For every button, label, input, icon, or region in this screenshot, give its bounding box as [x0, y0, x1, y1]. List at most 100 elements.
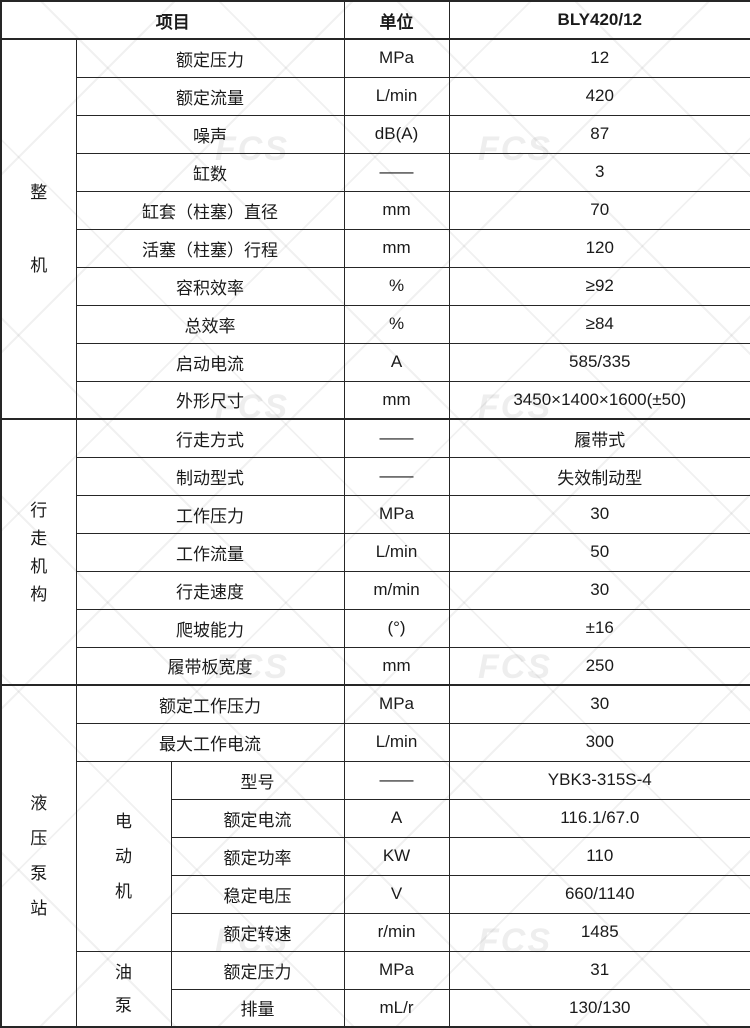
- row-value: ≥92: [448, 266, 750, 306]
- row-unit: KW: [343, 836, 450, 876]
- table-row: 制动型式 —— 失效制动型: [1, 456, 750, 496]
- row-unit: mm: [343, 646, 450, 686]
- table-row: 缸数 —— 3: [1, 152, 750, 192]
- table-row: 外形尺寸 mm 3450×1400×1600(±50): [1, 380, 750, 420]
- subgroup-cell-oil-pump: 油泵: [75, 950, 172, 1028]
- row-unit: dB(A): [343, 114, 450, 154]
- table-row: 额定转速 r/min 1485: [1, 912, 750, 952]
- row-label: 履带板宽度: [75, 646, 345, 686]
- table-header-row: 项目 单位 BLY420/12: [0, 0, 750, 40]
- row-label: 稳定电压: [170, 874, 345, 914]
- row-value: 585/335: [448, 342, 750, 382]
- row-value: 12: [448, 38, 750, 78]
- row-value: 420: [448, 76, 750, 116]
- table-row: 额定流量 L/min 420: [1, 76, 750, 116]
- table-row: 额定功率 KW 110: [1, 836, 750, 876]
- row-label: 外形尺寸: [75, 380, 345, 420]
- row-value: 3: [448, 152, 750, 192]
- row-label: 排量: [170, 988, 345, 1028]
- row-label: 启动电流: [75, 342, 345, 382]
- row-unit: MPa: [343, 38, 450, 78]
- row-label: 额定电流: [170, 798, 345, 838]
- row-unit: mm: [343, 228, 450, 268]
- table-row: 额定电流 A 116.1/67.0: [1, 798, 750, 838]
- subgroup-label: 电动机: [115, 811, 132, 901]
- row-value: ≥84: [448, 304, 750, 344]
- row-label: 额定功率: [170, 836, 345, 876]
- row-unit: A: [343, 342, 450, 382]
- table-row: 活塞（柱塞）行程 mm 120: [1, 228, 750, 268]
- row-value: 250: [448, 646, 750, 686]
- table-row: 行走机构 行走方式 —— 履带式: [0, 418, 750, 686]
- row-unit: ——: [343, 760, 450, 800]
- row-label: 总效率: [75, 304, 345, 344]
- row-label: 额定压力: [170, 950, 345, 990]
- table-row: 液压泵站 额定工作压力 MPa 30: [0, 684, 750, 1028]
- row-label: 工作压力: [75, 494, 345, 534]
- table-row: 容积效率 % ≥92: [1, 266, 750, 306]
- row-label: 爬坡能力: [75, 608, 345, 648]
- table-row: 排量 mL/r 130/130: [1, 988, 750, 1028]
- header-item: 项目: [0, 0, 345, 40]
- row-label: 行走速度: [75, 570, 345, 610]
- row-value: 31: [448, 950, 750, 990]
- row-label: 额定压力: [75, 38, 345, 78]
- row-unit: %: [343, 266, 450, 306]
- row-unit: m/min: [343, 570, 450, 610]
- row-unit: MPa: [343, 684, 450, 724]
- row-label: 缸套（柱塞）直径: [75, 190, 345, 230]
- row-label: 额定工作压力: [75, 684, 345, 724]
- row-unit: L/min: [343, 532, 450, 572]
- row-unit: ——: [343, 418, 450, 458]
- row-unit: MPa: [343, 494, 450, 534]
- table-row: 工作压力 MPa 30: [1, 494, 750, 534]
- row-value: 30: [448, 570, 750, 610]
- subgroup-cell-electric-motor: 电动机: [75, 760, 172, 952]
- row-unit: mm: [343, 380, 450, 420]
- row-value: 70: [448, 190, 750, 230]
- row-label: 制动型式: [75, 456, 345, 496]
- table-row: 缸套（柱塞）直径 mm 70: [1, 190, 750, 230]
- row-value: 110: [448, 836, 750, 876]
- row-value: ±16: [448, 608, 750, 648]
- table-row: 启动电流 A 585/335: [1, 342, 750, 382]
- row-value: 116.1/67.0: [448, 798, 750, 838]
- row-value: 120: [448, 228, 750, 268]
- header-model: BLY420/12: [448, 0, 750, 40]
- row-label: 最大工作电流: [75, 722, 345, 762]
- row-unit: mL/r: [343, 988, 450, 1028]
- row-value: 30: [448, 684, 750, 724]
- group-label: 整机: [30, 183, 48, 275]
- header-unit: 单位: [343, 0, 450, 40]
- row-unit: r/min: [343, 912, 450, 952]
- table-row: 噪声 dB(A) 87: [1, 114, 750, 154]
- group-label: 液压泵站: [30, 794, 48, 918]
- row-unit: V: [343, 874, 450, 914]
- row-value: 1485: [448, 912, 750, 952]
- table-row: 电动机 型号 —— YBK3-315S-4: [1, 760, 750, 952]
- row-value: 3450×1400×1600(±50): [448, 380, 750, 420]
- row-unit: ——: [343, 456, 450, 496]
- row-unit: L/min: [343, 76, 450, 116]
- row-value: 660/1140: [448, 874, 750, 914]
- row-value: 130/130: [448, 988, 750, 1028]
- table-row: 整机 额定压力 MPa 12: [0, 38, 750, 420]
- row-value: 87: [448, 114, 750, 154]
- table-row: 总效率 % ≥84: [1, 304, 750, 344]
- row-unit: L/min: [343, 722, 450, 762]
- row-unit: MPa: [343, 950, 450, 990]
- row-unit: ——: [343, 152, 450, 192]
- row-value: 履带式: [448, 418, 750, 458]
- group-label: 行走机构: [30, 500, 48, 604]
- table-row: 油泵 额定压力 MPa 31: [1, 950, 750, 1028]
- row-value: YBK3-315S-4: [448, 760, 750, 800]
- table-row: 爬坡能力 (°) ±16: [1, 608, 750, 648]
- row-label: 活塞（柱塞）行程: [75, 228, 345, 268]
- group-cell-whole-machine: 整机: [0, 38, 77, 420]
- row-label: 工作流量: [75, 532, 345, 572]
- row-label: 额定流量: [75, 76, 345, 116]
- row-label: 额定转速: [170, 912, 345, 952]
- table-row: 履带板宽度 mm 250: [1, 646, 750, 686]
- table-row: 稳定电压 V 660/1140: [1, 874, 750, 914]
